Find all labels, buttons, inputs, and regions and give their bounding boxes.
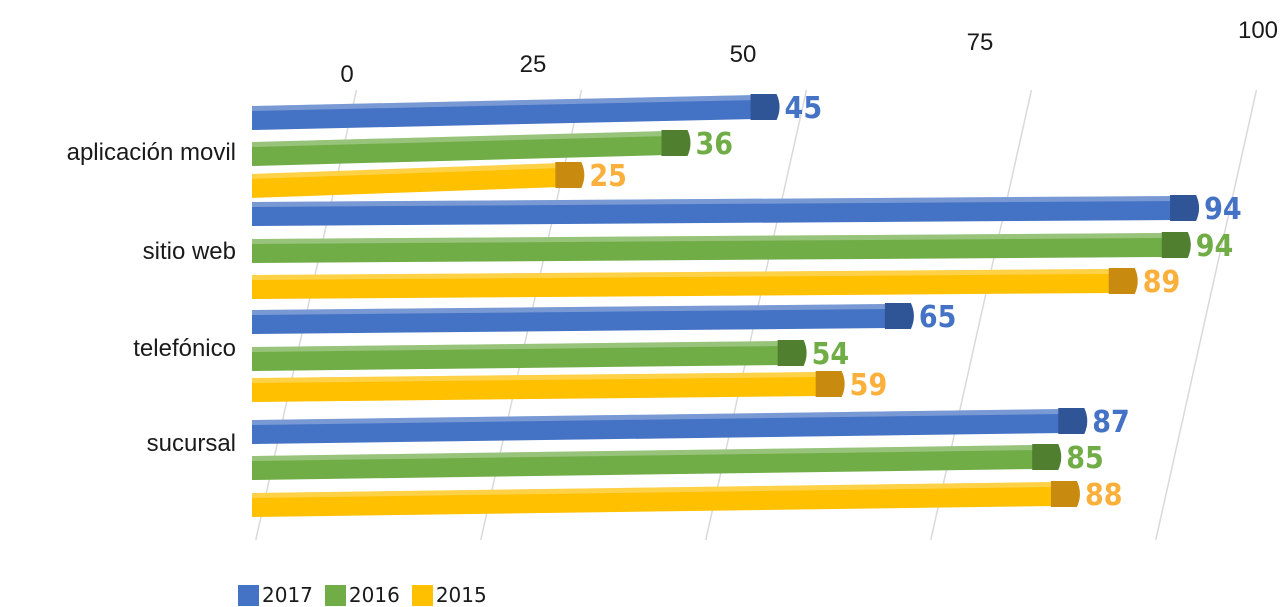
bar-highlight	[252, 196, 1177, 207]
category-label: sitio web	[143, 238, 236, 265]
data-label: 87	[1092, 405, 1130, 440]
legend-item: 2017	[238, 583, 313, 607]
data-label: 59	[850, 368, 888, 403]
bar-end-cap	[1161, 232, 1191, 258]
category-label: telefónico	[133, 335, 236, 362]
legend-label: 2016	[348, 583, 400, 607]
bar-body	[252, 372, 822, 402]
bar-end-cap	[750, 94, 780, 120]
data-label: 45	[785, 91, 823, 126]
bar-highlight	[252, 269, 1115, 280]
legend-label: 2017	[262, 583, 313, 607]
x-tick-label: 0	[340, 61, 353, 88]
bar-body	[252, 163, 562, 198]
bar-2017-3	[252, 408, 1088, 444]
bar-highlight	[252, 341, 784, 352]
x-tick-label: 25	[520, 51, 547, 78]
category-label: aplicación movil	[67, 139, 236, 166]
bar-2017-2	[252, 303, 914, 334]
bar-2017-0	[252, 94, 780, 130]
bar-end-cap	[1108, 268, 1138, 294]
bar-body	[252, 131, 668, 166]
bar-highlight	[252, 409, 1065, 425]
bar-end-cap	[1050, 481, 1080, 507]
x-tick-label: 75	[967, 29, 994, 56]
bar-2015-2	[252, 371, 845, 402]
x-axis-ticks: 0 25 50 75 100	[340, 17, 1278, 88]
x-tick-label: 100	[1238, 17, 1278, 44]
bar-body	[252, 341, 784, 371]
bar-highlight	[252, 372, 822, 383]
data-label: 25	[589, 159, 627, 194]
bar-2015-1	[252, 268, 1138, 299]
bar-2015-3	[252, 481, 1080, 517]
bar-highlight	[252, 304, 891, 315]
bar-body	[252, 409, 1065, 444]
data-label: 65	[919, 300, 957, 335]
bar-body	[252, 445, 1039, 480]
bar-end-cap	[815, 371, 845, 397]
bar-body	[252, 269, 1115, 299]
data-label: 85	[1066, 441, 1104, 476]
bar-highlight	[252, 131, 668, 147]
bar-end-cap	[555, 162, 585, 188]
legend-swatch	[411, 584, 433, 606]
bar-2015-0	[252, 162, 585, 198]
data-label: 94	[1196, 229, 1234, 264]
legend-label: 2015	[435, 583, 487, 607]
legend-item: 2016	[324, 583, 400, 607]
data-label: 94	[1204, 192, 1242, 227]
data-label: 89	[1143, 265, 1181, 300]
data-label: 88	[1085, 478, 1123, 513]
category-labels: aplicación movil sitio web telefónico sucur…	[67, 139, 236, 457]
legend-item: 2015	[411, 583, 487, 607]
bar-2016-1	[252, 232, 1191, 263]
legend-swatch	[324, 584, 346, 606]
bar-end-cap	[884, 303, 914, 329]
bar-2016-2	[252, 340, 807, 371]
legend: 2017 2016 2015	[238, 583, 487, 607]
bar-body	[252, 482, 1057, 517]
bar-2017-1	[252, 195, 1200, 226]
bar-end-cap	[777, 340, 807, 366]
category-label: sucursal	[147, 430, 236, 457]
bar-body	[252, 304, 891, 334]
bar-end-cap	[1170, 195, 1200, 221]
bar-body	[252, 233, 1168, 263]
x-tick-label: 50	[730, 41, 757, 68]
bar-highlight	[252, 445, 1039, 461]
bar-end-cap	[1032, 444, 1062, 470]
bar-2016-0	[252, 130, 691, 166]
bar-body	[252, 196, 1177, 226]
bar-highlight	[252, 482, 1057, 498]
bar-end-cap	[1058, 408, 1088, 434]
data-label: 36	[695, 127, 733, 162]
bar-body	[252, 95, 757, 130]
bar-2016-3	[252, 444, 1062, 480]
bar-highlight	[252, 163, 562, 179]
gridline-100	[1155, 89, 1258, 541]
bar-end-cap	[661, 130, 691, 156]
data-label: 54	[812, 337, 850, 372]
bar-highlight	[252, 95, 757, 111]
bar-highlight	[252, 233, 1168, 244]
legend-swatch	[238, 584, 259, 606]
